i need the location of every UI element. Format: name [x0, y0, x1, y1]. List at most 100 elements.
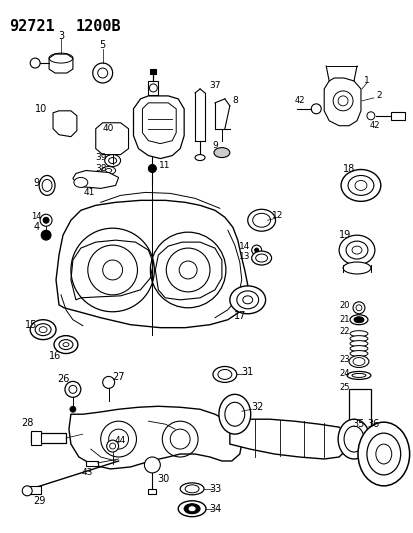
- Ellipse shape: [218, 394, 250, 434]
- Ellipse shape: [349, 351, 367, 357]
- Ellipse shape: [345, 241, 367, 259]
- Circle shape: [355, 305, 361, 311]
- Text: 32: 32: [251, 402, 263, 412]
- Text: 35: 35: [352, 419, 364, 429]
- Text: 39: 39: [95, 153, 106, 162]
- Ellipse shape: [352, 358, 364, 366]
- Ellipse shape: [178, 501, 206, 516]
- Text: 12: 12: [271, 211, 282, 220]
- Text: 37: 37: [209, 82, 220, 91]
- Ellipse shape: [353, 317, 363, 322]
- Ellipse shape: [74, 177, 88, 188]
- Text: 29: 29: [33, 496, 45, 506]
- Ellipse shape: [342, 262, 370, 274]
- Ellipse shape: [185, 485, 199, 493]
- Text: 1200B: 1200B: [76, 19, 121, 34]
- Text: 17: 17: [233, 311, 245, 321]
- Circle shape: [352, 302, 364, 314]
- Text: 1: 1: [363, 76, 369, 85]
- Ellipse shape: [252, 213, 270, 227]
- Polygon shape: [95, 123, 128, 155]
- Ellipse shape: [54, 336, 78, 353]
- Text: 31: 31: [241, 367, 253, 377]
- Ellipse shape: [343, 426, 363, 452]
- Ellipse shape: [188, 506, 196, 512]
- Bar: [85, 461, 97, 466]
- Circle shape: [65, 382, 81, 397]
- Text: 21: 21: [339, 315, 349, 324]
- Text: 14: 14: [238, 241, 250, 251]
- Circle shape: [30, 58, 40, 68]
- Ellipse shape: [42, 180, 52, 191]
- Circle shape: [22, 486, 32, 496]
- Ellipse shape: [217, 369, 231, 379]
- Circle shape: [97, 68, 107, 78]
- Ellipse shape: [63, 343, 69, 346]
- Text: 42: 42: [293, 96, 304, 106]
- Bar: [148, 489, 156, 494]
- Circle shape: [144, 457, 160, 473]
- Ellipse shape: [102, 166, 115, 174]
- Polygon shape: [133, 96, 184, 158]
- Circle shape: [93, 63, 112, 83]
- Circle shape: [69, 385, 77, 393]
- Circle shape: [149, 84, 157, 92]
- Text: 43: 43: [81, 469, 92, 478]
- Text: 2: 2: [375, 91, 381, 100]
- Circle shape: [148, 165, 156, 173]
- Ellipse shape: [349, 315, 367, 325]
- Ellipse shape: [180, 483, 204, 495]
- Ellipse shape: [35, 324, 51, 336]
- Text: 11: 11: [158, 161, 170, 170]
- Ellipse shape: [39, 327, 47, 333]
- Text: 92721: 92721: [9, 19, 55, 34]
- Text: 34: 34: [208, 504, 221, 514]
- Ellipse shape: [251, 251, 271, 265]
- Circle shape: [43, 217, 49, 223]
- Ellipse shape: [255, 254, 267, 262]
- Ellipse shape: [366, 433, 400, 475]
- Circle shape: [332, 91, 352, 111]
- Ellipse shape: [242, 296, 252, 304]
- Ellipse shape: [357, 422, 408, 486]
- Polygon shape: [53, 111, 77, 136]
- Text: 18: 18: [342, 164, 354, 174]
- Text: 44: 44: [115, 435, 126, 445]
- Ellipse shape: [104, 155, 120, 166]
- Circle shape: [41, 230, 51, 240]
- Ellipse shape: [236, 291, 258, 309]
- Ellipse shape: [354, 181, 366, 190]
- Ellipse shape: [351, 374, 365, 377]
- Text: 40: 40: [103, 124, 114, 133]
- Text: 36: 36: [367, 419, 379, 429]
- Polygon shape: [323, 78, 360, 126]
- Text: 30: 30: [157, 474, 169, 484]
- Text: 16: 16: [49, 351, 61, 360]
- Polygon shape: [49, 54, 73, 73]
- Polygon shape: [69, 406, 241, 469]
- Text: 41: 41: [83, 188, 94, 197]
- Ellipse shape: [224, 402, 244, 426]
- Ellipse shape: [349, 336, 367, 342]
- Ellipse shape: [349, 341, 367, 346]
- Text: 26: 26: [57, 374, 69, 384]
- Ellipse shape: [212, 367, 236, 382]
- Text: 24: 24: [339, 369, 349, 378]
- Ellipse shape: [375, 444, 391, 464]
- Ellipse shape: [195, 155, 204, 160]
- Ellipse shape: [348, 356, 368, 367]
- Text: 14: 14: [31, 212, 41, 221]
- Text: 8: 8: [231, 96, 237, 106]
- Text: 3: 3: [58, 31, 64, 41]
- Ellipse shape: [105, 168, 112, 173]
- Bar: [150, 69, 156, 74]
- Bar: [148, 81, 158, 95]
- Circle shape: [102, 376, 114, 389]
- Ellipse shape: [347, 175, 373, 196]
- Text: 4: 4: [33, 222, 39, 232]
- Polygon shape: [71, 240, 153, 300]
- Text: 20: 20: [339, 301, 349, 310]
- Ellipse shape: [338, 235, 374, 265]
- Circle shape: [311, 104, 320, 114]
- Circle shape: [70, 406, 76, 412]
